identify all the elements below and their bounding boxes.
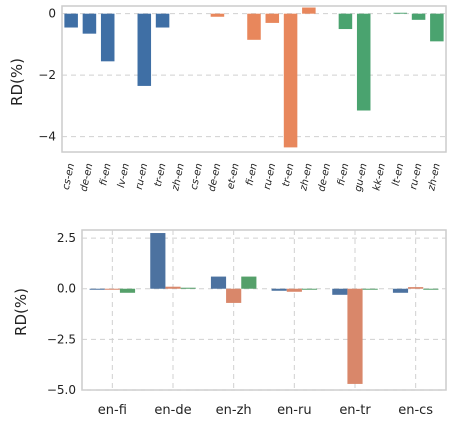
top-chart-y-tick-label: −2 <box>38 68 56 82</box>
top-chart-bar <box>283 13 298 148</box>
top-chart-x-tick-label: tr-en <box>281 162 297 187</box>
bottom-chart-x-ticks: en-fi en-de en-zh en-ru en-tr en-cs <box>98 403 434 418</box>
bottom-chart-y-tick-label: −5.0 <box>47 383 76 397</box>
bottom-chart-x-tick-label: en-de <box>154 403 191 418</box>
top-chart-bar <box>210 13 225 17</box>
bottom-chart-bar <box>165 286 181 289</box>
bottom-chart-y-ticks: 2.5 0.0 −2.5 −5.0 <box>47 231 76 397</box>
bottom-chart-grid <box>82 230 446 391</box>
bottom-chart-bar <box>271 288 287 291</box>
top-chart-x-tick-label: fi-en <box>98 162 113 186</box>
top-chart-bar <box>155 13 170 28</box>
top-chart-x-tick-label: cs-en <box>189 162 205 191</box>
bottom-chart-x-tick-label: en-zh <box>216 403 252 418</box>
top-chart-bar <box>265 13 280 23</box>
top-chart-bar <box>137 13 152 86</box>
top-chart-bar <box>82 13 97 34</box>
top-chart-x-tick-label: gu-en <box>353 162 370 192</box>
top-chart-x-tick-label: lv-en <box>116 162 132 189</box>
top-chart-bars <box>64 7 444 148</box>
bottom-chart-bar <box>150 233 166 289</box>
bottom-chart-x-tick-label: en-cs <box>398 403 433 418</box>
top-chart-y-ticks: 0 −2 −4 <box>38 7 56 144</box>
top-chart-x-ticks: cs-en de-en fi-en lv-en ru-en tr-en zh-en cs-en… <box>61 162 443 192</box>
top-chart-x-tick-label: ru-en <box>262 162 278 190</box>
top-chart-x-tick-label: zh-en <box>426 162 443 192</box>
bottom-chart-bar <box>362 288 378 290</box>
top-chart-bar <box>64 13 78 28</box>
top-chart-frame <box>61 5 447 153</box>
top-chart-x-tick-label: kk-en <box>371 162 388 191</box>
bottom-chart-bar <box>89 288 105 290</box>
bottom-chart-bar <box>119 288 136 293</box>
bottom-chart-y-tick-label: 0.0 <box>57 282 76 296</box>
top-chart-bar <box>411 13 426 20</box>
top-chart-x-tick-label: ru-en <box>134 162 150 190</box>
bottom-chart-bar <box>226 288 242 303</box>
top-chart-bar <box>356 13 371 111</box>
bottom-chart-bar <box>286 288 302 292</box>
top-chart-y-tick-label: −4 <box>38 130 56 144</box>
top-chart-x-tick-label: ru-en <box>408 162 424 190</box>
bottom-chart-bar <box>180 287 196 289</box>
top-chart-x-tick-label: zh-en <box>170 162 187 192</box>
top-chart-x-tick-label: lt-en <box>391 162 407 187</box>
top-chart-bar <box>430 13 444 42</box>
bottom-chart-x-tick-label: en-tr <box>339 403 371 418</box>
top-chart-x-tick-label: fi-en <box>244 162 259 186</box>
top-chart-x-tick-label: cs-en <box>61 162 77 191</box>
bottom-chart-bar <box>408 287 424 289</box>
bottom-chart-bar <box>423 288 439 290</box>
top-chart-bar <box>302 7 316 14</box>
top-chart: 0−2−4 cs-en de-en fi-en lv-en ru-en tr-en zh-e… <box>8 5 447 193</box>
top-chart-x-tick-label: de-en <box>79 162 96 192</box>
bottom-chart-bar <box>104 288 120 290</box>
bottom-chart-x-tick-label: en-fi <box>98 403 127 418</box>
top-chart-x-tick-label: et-en <box>225 162 241 190</box>
top-chart-x-tick-label: fi-en <box>336 162 351 186</box>
top-chart-x-tick-label: de-en <box>316 162 333 192</box>
bottom-chart-y-tick-label: −2.5 <box>47 332 76 346</box>
bottom-chart-bar <box>301 288 318 290</box>
top-chart-bar <box>100 13 115 62</box>
bottom-chart-y-tick-label: 2.5 <box>57 231 76 245</box>
top-chart-bar <box>338 13 353 30</box>
bottom-chart: 2.5 0.0 −2.5 −5.0 en-fi en-de en-zh en-ru en-tr… <box>12 229 447 418</box>
bottom-chart-x-tick-label: en-ru <box>277 403 312 418</box>
bottom-chart-y-label: RD(%) <box>12 288 30 336</box>
bottom-chart-bar <box>241 276 257 289</box>
top-chart-bar <box>393 12 408 14</box>
top-chart-x-tick-label: zh-en <box>298 162 315 192</box>
top-chart-x-tick-label: tr-en <box>153 162 169 187</box>
bottom-chart-bar <box>392 288 409 293</box>
top-chart-y-tick-label: 0 <box>48 7 56 21</box>
bottom-chart-bars <box>89 233 439 384</box>
bottom-chart-bar <box>347 288 363 384</box>
bottom-chart-bar <box>332 288 348 295</box>
top-chart-x-tick-label: de-en <box>207 162 224 192</box>
bottom-chart-frame <box>81 229 447 391</box>
top-chart-y-label: RD(%) <box>8 58 26 106</box>
bottom-chart-bar <box>210 276 227 289</box>
top-chart-bar <box>247 13 261 40</box>
